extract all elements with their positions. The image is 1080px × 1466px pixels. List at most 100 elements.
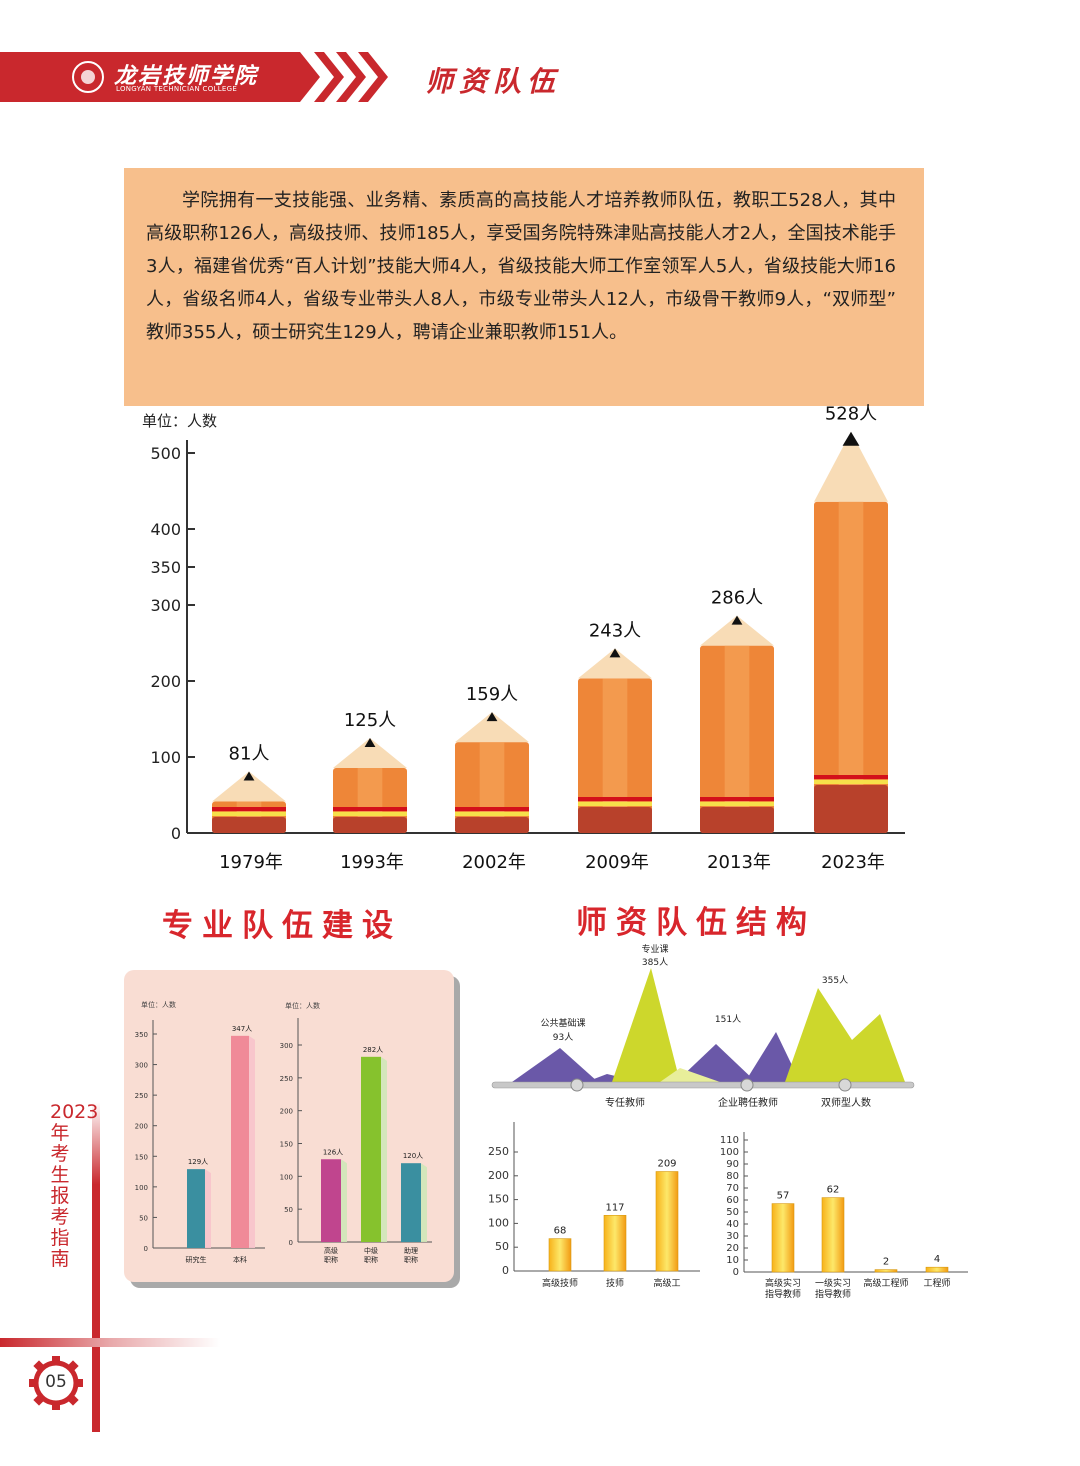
bar bbox=[361, 1056, 381, 1242]
series-label: 专业课 bbox=[641, 943, 668, 955]
axis-label: 企业聘任教师 bbox=[718, 1096, 778, 1109]
page-number: 05 bbox=[45, 1372, 67, 1392]
y-tick-label: 50 bbox=[284, 1206, 293, 1214]
y-tick-label: 70 bbox=[726, 1183, 739, 1194]
pencil-bar: 81人 1979年 bbox=[212, 743, 286, 873]
value-label: 282人 bbox=[363, 1046, 383, 1054]
y-tick-label: 100 bbox=[150, 748, 181, 767]
y-tick-label: 50 bbox=[139, 1214, 148, 1222]
bar-side bbox=[341, 1159, 347, 1242]
pencil-tip bbox=[700, 615, 774, 646]
value-label: 159人 bbox=[466, 684, 518, 705]
series-value: 151人 bbox=[715, 1014, 741, 1025]
value-label: 117 bbox=[605, 1202, 624, 1213]
category-label: 中级职称 bbox=[364, 1246, 378, 1264]
header-banner: 龙岩技师学院 LONGYAN TECHNICIAN COLLEGE bbox=[0, 52, 300, 102]
y-tick-label: 60 bbox=[726, 1195, 739, 1206]
pencil-tip bbox=[814, 431, 888, 502]
value-label: 129人 bbox=[188, 1158, 208, 1166]
pencil-band-red bbox=[212, 807, 286, 811]
value-label: 57 bbox=[777, 1191, 790, 1202]
timeline-knob bbox=[740, 1078, 754, 1092]
y-tick-label: 200 bbox=[280, 1108, 293, 1116]
y-tick-label: 110 bbox=[720, 1135, 739, 1146]
pencil-band-red bbox=[814, 775, 888, 779]
pencil-end bbox=[455, 817, 529, 833]
bar bbox=[321, 1159, 341, 1242]
category-label: 高级实习指导教师 bbox=[765, 1277, 801, 1300]
series-value: 385人 bbox=[642, 957, 668, 968]
y-tick-label: 300 bbox=[150, 596, 181, 615]
value-label: 125人 bbox=[344, 710, 396, 731]
pencil-tip bbox=[578, 648, 652, 679]
series-value: 93人 bbox=[553, 1032, 573, 1043]
y-tick-label: 30 bbox=[726, 1231, 739, 1242]
category-label: 高级职称 bbox=[324, 1246, 338, 1264]
category-label: 2013年 bbox=[707, 852, 771, 873]
pencil-chart-bars: 81人1979年125人1993年159人2002年243人2009年286人2… bbox=[212, 404, 888, 873]
pencil-bar: 286人 2013年 bbox=[700, 588, 774, 873]
pencil-face bbox=[724, 645, 750, 833]
mountain-purple bbox=[676, 1044, 756, 1082]
y-axis-unit: 单位：人数 bbox=[141, 1000, 176, 1009]
pencil-lead bbox=[243, 771, 255, 781]
pencil-end bbox=[700, 807, 774, 833]
category-label: 1979年 bbox=[219, 852, 283, 873]
y-tick-label: 250 bbox=[488, 1145, 509, 1158]
bar bbox=[231, 1035, 249, 1248]
y-tick-label: 200 bbox=[135, 1123, 148, 1131]
value-label: 81人 bbox=[229, 743, 270, 764]
pencil-band-red bbox=[333, 807, 407, 811]
category-label: 助理职称 bbox=[404, 1246, 418, 1264]
axis-label: 双师型人数 bbox=[821, 1096, 871, 1109]
y-tick-label: 400 bbox=[150, 520, 181, 539]
gear-icon bbox=[29, 1356, 83, 1410]
decor-vertical-line bbox=[92, 1102, 100, 1432]
pencil-bar: 528人 2023年 bbox=[814, 404, 888, 873]
intro-box: 学院拥有一支技能强、业务精、素质高的高技能人才培养教师队伍，教职工528人，其中… bbox=[124, 168, 924, 406]
pencil-tip bbox=[333, 738, 407, 768]
value-label: 2 bbox=[883, 1257, 889, 1268]
timeline-knob bbox=[838, 1078, 852, 1092]
bar bbox=[874, 1269, 898, 1273]
y-tick-label: 50 bbox=[726, 1207, 739, 1218]
pencil-band-yellow bbox=[700, 802, 774, 806]
y-tick-label: 150 bbox=[135, 1153, 148, 1161]
value-label: 243人 bbox=[589, 620, 641, 641]
y-tick-label: 0 bbox=[171, 824, 181, 843]
bar bbox=[401, 1163, 421, 1242]
value-label: 286人 bbox=[711, 588, 763, 609]
bar bbox=[655, 1171, 679, 1272]
value-label: 528人 bbox=[825, 404, 877, 425]
bar bbox=[771, 1203, 795, 1273]
y-tick-label: 150 bbox=[280, 1141, 293, 1149]
pencil-band-yellow bbox=[578, 802, 652, 806]
y-tick-label: 40 bbox=[726, 1219, 739, 1230]
pencil-lead bbox=[486, 712, 498, 722]
value-label: 209 bbox=[657, 1159, 676, 1170]
section-title: 师资队伍 bbox=[425, 65, 562, 98]
category-label: 2002年 bbox=[462, 852, 526, 873]
y-tick-label: 90 bbox=[726, 1159, 739, 1170]
mountain-light bbox=[660, 1068, 720, 1082]
bar bbox=[603, 1215, 627, 1272]
value-label: 4 bbox=[934, 1254, 940, 1265]
y-tick-label: 0 bbox=[733, 1267, 739, 1278]
pencil-band-yellow bbox=[814, 780, 888, 784]
y-tick-label: 250 bbox=[280, 1075, 293, 1083]
pencil-chart-axis: 单位：人数 500 400 350 300 200 100 0 bbox=[142, 412, 905, 843]
pencil-end bbox=[212, 817, 286, 833]
value-label: 347人 bbox=[232, 1025, 252, 1033]
value-label: 120人 bbox=[403, 1152, 423, 1160]
side-guide-text: 2023年考生报考指南 bbox=[50, 1101, 99, 1270]
category-label: 一级实习指导教师 bbox=[815, 1277, 851, 1300]
bar bbox=[187, 1169, 205, 1248]
y-tick-label: 350 bbox=[150, 558, 181, 577]
pencil-lead bbox=[731, 615, 743, 625]
category-label: 2023年 bbox=[821, 852, 885, 873]
pencil-end bbox=[578, 807, 652, 833]
